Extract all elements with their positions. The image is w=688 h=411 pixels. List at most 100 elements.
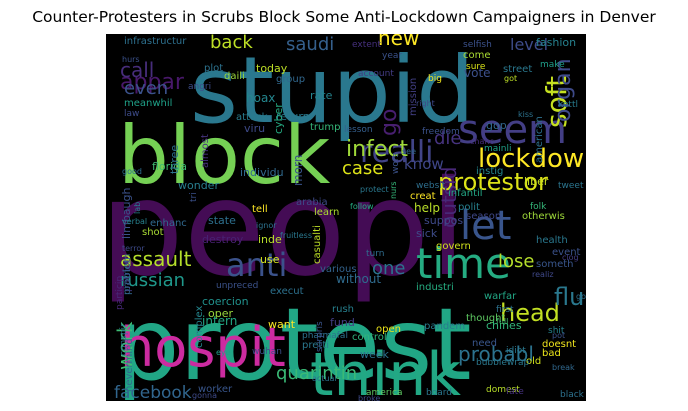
word-mainli: mainli [484, 144, 512, 154]
word-govern: govern [436, 241, 471, 252]
word-quarintin: quarintin [276, 363, 357, 384]
word-right: right [416, 99, 435, 108]
word-liber: liber [524, 175, 549, 188]
word-creat: creat [410, 191, 436, 202]
word-got: got [504, 74, 517, 83]
word-russian: russian [120, 270, 185, 291]
word-vote: vote [464, 66, 491, 80]
word-open: open [376, 324, 401, 335]
word-surpris: surpris [315, 321, 325, 352]
word-fruitless: fruitless [280, 231, 312, 240]
word-mission: mission [408, 78, 419, 116]
word-lose: lose [498, 251, 534, 272]
word-someth: someth [536, 259, 573, 270]
word-call: call [120, 58, 154, 82]
word-street: street [503, 64, 532, 75]
word-old: old [526, 356, 541, 367]
word-lab: lab [133, 202, 142, 214]
word-big: big [428, 74, 442, 84]
word-season: season [466, 211, 501, 222]
word-let: let [460, 203, 511, 249]
word-make: make [540, 60, 565, 70]
word-pharmafal: pharmafal [302, 331, 348, 341]
word-infrastructur: infrastructur [124, 36, 187, 47]
word-pandem: pandem [424, 321, 465, 332]
word-problem: problem [122, 254, 133, 295]
word-individu: individu [240, 166, 284, 179]
word-protest: protest [116, 286, 472, 401]
word-follow: follow [350, 202, 374, 211]
word-without: without [336, 272, 381, 286]
word-florida: florida [152, 160, 187, 173]
word-new: new [378, 34, 419, 50]
word-morn: morn [291, 155, 305, 186]
word-level: level [510, 35, 548, 54]
word-industri: industri [416, 282, 454, 293]
word-thought: thought [466, 313, 505, 324]
word-viru: viru [244, 122, 265, 135]
word-actual: actual [312, 374, 337, 383]
word-eye: eye [216, 348, 231, 357]
word-facebook: facebook [114, 383, 192, 401]
word-three: three [168, 145, 181, 174]
word-goal: goal [576, 292, 586, 301]
figure-title: Counter-Protesters in Scrubs Block Some … [32, 8, 656, 26]
word-angri: angri [188, 82, 211, 92]
word-sick: sick [416, 227, 438, 240]
word-block: block [118, 109, 331, 202]
word-turn: turn [366, 249, 384, 259]
word-oper: oper [208, 307, 233, 320]
word-account: account [358, 69, 394, 79]
word-kettl: kettl [558, 100, 578, 110]
word-bubblewrap: bubblewrap [476, 358, 529, 368]
word-daili: daili [224, 71, 245, 82]
word-fashion: fashion [536, 36, 576, 49]
word-bad: bad [542, 348, 561, 359]
word-event: event [552, 247, 581, 258]
word-meanwhil: meanwhil [124, 98, 172, 109]
word-board: board [426, 388, 452, 398]
word-wors: wors [391, 152, 401, 174]
word-outsid: outsid [437, 167, 461, 228]
word-freedom: freedom [422, 127, 460, 137]
word-stupid: stupid [190, 37, 475, 144]
word-black: black [560, 390, 585, 400]
word-think: think [310, 340, 461, 401]
cloud-background [106, 34, 586, 401]
word-return: return [276, 110, 310, 123]
word-back: back [210, 34, 253, 53]
word-fate: fate [506, 387, 524, 397]
word-casualti: casualti [312, 225, 323, 264]
word-warfar: warfar [484, 291, 517, 302]
word-year: year [382, 51, 402, 61]
word-probabl: probabl [458, 342, 534, 366]
word-die: die [434, 128, 462, 149]
word-inde: inde [258, 233, 282, 246]
word-lesson: lesson [344, 125, 373, 135]
word-plot: plot [204, 63, 223, 74]
word-seem: seem [458, 107, 567, 153]
word-tri: tri [189, 192, 199, 202]
word-kiss: kiss [518, 110, 533, 119]
word-websit: websit [416, 181, 446, 191]
word-suppos: suppos [424, 214, 463, 227]
word-use: use [260, 253, 280, 266]
word-infect: infect [346, 137, 408, 162]
word-particip: particip [115, 276, 125, 310]
word-control: control [352, 332, 387, 343]
word-doesnt: doesnt [542, 339, 576, 350]
word-shot: shot [142, 227, 164, 238]
word-american: american [534, 116, 545, 163]
word-shit: shit [548, 326, 565, 336]
word-pot: pot [552, 331, 565, 340]
word-first: first [496, 305, 514, 315]
word-nevermind: nevermind [124, 338, 135, 392]
word-clog: clog [562, 253, 579, 262]
word-tell: tell [252, 204, 268, 215]
word-coercion: coercion [202, 295, 249, 308]
word-chines: chines [486, 319, 522, 332]
word-ignor: ignor [256, 221, 277, 230]
word-cyber: cyber [272, 103, 285, 134]
word-conspir: conspir [119, 323, 129, 356]
word-intern: intern [202, 314, 237, 328]
